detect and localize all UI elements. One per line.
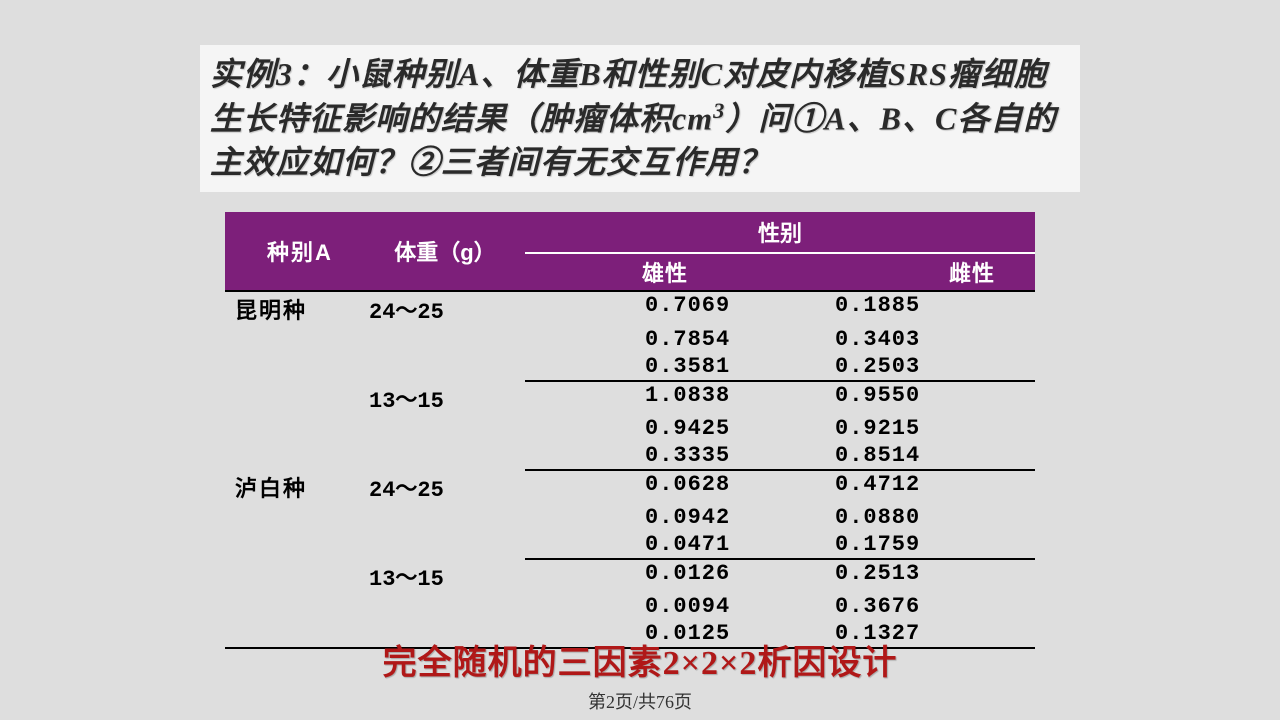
cell-female: 0.3403 <box>805 326 1035 353</box>
cell-male: 0.7854 <box>525 326 805 353</box>
cell-weight <box>365 593 525 620</box>
cell-male: 0.0126 <box>525 559 805 593</box>
cell-male: 0.3581 <box>525 353 805 381</box>
cell-species <box>225 326 365 353</box>
cell-male: 0.0471 <box>525 531 805 559</box>
cell-species <box>225 353 365 381</box>
cell-male: 0.0628 <box>525 470 805 504</box>
cell-female: 0.3676 <box>805 593 1035 620</box>
cell-weight <box>365 326 525 353</box>
cell-species: 泸白种 <box>225 470 365 504</box>
cell-female: 0.8514 <box>805 442 1035 470</box>
cell-weight <box>365 353 525 381</box>
cell-male: 1.0838 <box>525 381 805 415</box>
title-text: 实例3：小鼠种别A、体重B和性别C对皮内移植SRS瘤细胞生长特征影响的结果（肿瘤… <box>210 53 1070 184</box>
cell-female: 0.4712 <box>805 470 1035 504</box>
cell-species <box>225 442 365 470</box>
cell-species <box>225 415 365 442</box>
cell-female: 0.2513 <box>805 559 1035 593</box>
title-box: 实例3：小鼠种别A、体重B和性别C对皮内移植SRS瘤细胞生长特征影响的结果（肿瘤… <box>200 45 1080 192</box>
cell-male: 0.3335 <box>525 442 805 470</box>
cell-weight <box>365 415 525 442</box>
col-header-male: 雄性 <box>525 253 805 291</box>
caption-text: 完全随机的三因素2×2×2析因设计 <box>0 635 1280 684</box>
page-indicator: 第2页/共76页 <box>0 688 1280 714</box>
cell-weight <box>365 504 525 531</box>
cell-female: 0.1885 <box>805 291 1035 326</box>
cell-weight: 24～25 <box>365 291 525 326</box>
cell-species <box>225 504 365 531</box>
col-header-b: 体重（g） <box>365 212 525 291</box>
cell-species <box>225 381 365 415</box>
cell-male: 0.0094 <box>525 593 805 620</box>
cell-female: 0.2503 <box>805 353 1035 381</box>
col-header-female: 雌性 <box>805 253 1035 291</box>
cell-female: 0.0880 <box>805 504 1035 531</box>
cell-weight: 13～15 <box>365 381 525 415</box>
col-header-sex: 性别 <box>525 212 1035 253</box>
cell-weight <box>365 442 525 470</box>
cell-female: 0.9550 <box>805 381 1035 415</box>
cell-species <box>225 593 365 620</box>
cell-male: 0.7069 <box>525 291 805 326</box>
cell-weight: 13～15 <box>365 559 525 593</box>
cell-species: 昆明种 <box>225 291 365 326</box>
cell-female: 0.9215 <box>805 415 1035 442</box>
cell-male: 0.0942 <box>525 504 805 531</box>
col-header-a: 种别A <box>225 212 365 291</box>
cell-species <box>225 531 365 559</box>
cell-species <box>225 559 365 593</box>
cell-female: 0.1759 <box>805 531 1035 559</box>
cell-weight: 24～25 <box>365 470 525 504</box>
data-table: 种别A 体重（g） 性别 雄性 雌性 昆明种24～250.70690.18850… <box>225 212 1035 649</box>
cell-male: 0.9425 <box>525 415 805 442</box>
cell-weight <box>365 531 525 559</box>
